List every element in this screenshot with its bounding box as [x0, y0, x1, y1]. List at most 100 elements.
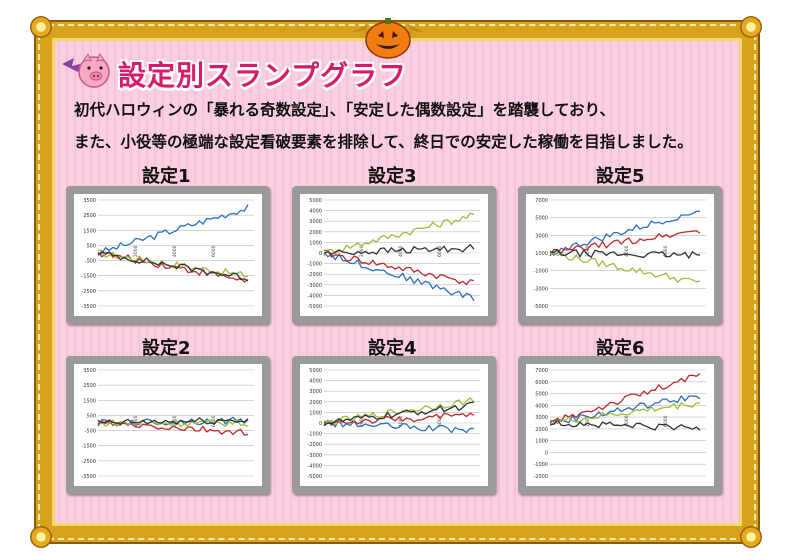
x-tick-label: 6000 — [437, 245, 443, 257]
y-tick-label: 4000 — [535, 403, 548, 409]
y-tick-label: -3000 — [307, 283, 322, 289]
corner-ornament — [30, 526, 52, 548]
chart-plot: 7000 6000 5000 4000 3000 2000 1000 0 -1000 -2000 2… — [526, 364, 714, 486]
y-tick-label: -2500 — [81, 459, 96, 465]
y-tick-label: 0 — [319, 421, 322, 427]
y-tick-label: 0 — [545, 450, 548, 456]
x-tick-label: 6000 — [663, 245, 669, 257]
chart-plot: 3500 2500 1500 500 -500 -1500 -2500 -3500 2000 40… — [74, 194, 262, 316]
description-line-1: 初代ハロウィンの「暴れる奇数設定」、「安定した偶数設定」を踏襲しており、 — [74, 101, 615, 119]
y-tick-label: 3000 — [309, 219, 322, 225]
slump-graph-4: 5000 4000 3000 2000 1000 0 -1000 -2000 -3000 -400… — [292, 356, 496, 494]
corner-ornament — [740, 16, 762, 38]
y-tick-label: -3000 — [307, 453, 322, 459]
x-tick-label: 2000 — [585, 245, 591, 257]
y-tick-label: -500 — [85, 429, 96, 435]
y-tick-label: 5000 — [535, 216, 548, 222]
x-tick-label: 6000 — [211, 245, 217, 257]
x-tick-label: 2000 — [359, 245, 365, 257]
series-line — [97, 250, 249, 282]
y-tick-label: 2000 — [309, 400, 322, 406]
y-tick-label: -500 — [85, 259, 96, 265]
x-tick-label: 4000 — [398, 245, 404, 257]
x-tick-label: 6000 — [437, 415, 443, 427]
y-tick-label: 1500 — [83, 228, 96, 234]
y-tick-label: 4000 — [309, 209, 322, 215]
description-line-2: また、小役等の極端な設定看破要素を排除して、終日での安定した稼働を目指しました。 — [74, 133, 693, 151]
y-tick-label: -4000 — [307, 463, 322, 469]
chart-plot: 5000 4000 3000 2000 1000 0 -1000 -2000 -3000 -400… — [300, 364, 488, 486]
chart-label-4: 設定4 — [368, 338, 417, 359]
y-tick-label: 1000 — [309, 240, 322, 246]
y-tick-label: -1000 — [533, 269, 548, 275]
series-line — [549, 401, 701, 427]
y-tick-label: -5000 — [533, 304, 548, 310]
y-tick-label: 7000 — [535, 368, 548, 374]
series-line — [549, 251, 701, 284]
chart-label-3: 設定3 — [368, 166, 417, 187]
y-tick-label: -2000 — [307, 442, 322, 448]
y-tick-label: 3500 — [83, 198, 96, 204]
y-tick-label: 2000 — [535, 427, 548, 433]
x-tick-label: 4000 — [624, 415, 630, 427]
x-tick-label: 4000 — [624, 245, 630, 257]
y-tick-label: 5000 — [309, 198, 322, 204]
y-tick-label: 1000 — [535, 251, 548, 257]
y-tick-label: 6000 — [535, 380, 548, 386]
series-line — [323, 412, 475, 426]
y-tick-label: -3500 — [81, 304, 96, 310]
series-line — [97, 249, 249, 278]
x-tick-label: 4000 — [398, 415, 404, 427]
y-tick-label: 1000 — [535, 439, 548, 445]
chart-plot: 5000 4000 3000 2000 1000 0 -1000 -2000 -3000 -400… — [300, 194, 488, 316]
series-line — [323, 212, 475, 256]
y-tick-label: -1500 — [81, 444, 96, 450]
x-tick-label: 2000 — [133, 245, 139, 257]
y-tick-label: -1000 — [307, 262, 322, 268]
y-tick-label: 3000 — [535, 233, 548, 239]
y-tick-label: 1500 — [83, 398, 96, 404]
chart-plot: 3500 2500 1500 500 -500 -1500 -2500 -3500 2000 40… — [74, 364, 262, 486]
y-tick-label: -3500 — [81, 474, 96, 480]
y-tick-label: 5000 — [535, 392, 548, 398]
pumpkin-icon — [352, 18, 424, 59]
page-title: 設定別スランプグラフ — [118, 59, 408, 92]
y-tick-label: -2000 — [307, 272, 322, 278]
y-tick-label: 2000 — [309, 230, 322, 236]
series-line — [549, 394, 701, 425]
chart-plot: 7000 5000 3000 1000 -1000 -3000 -5000 2000 4000 6… — [526, 194, 714, 316]
y-tick-label: 2500 — [83, 213, 96, 219]
y-tick-label: 3500 — [83, 368, 96, 374]
slump-graph-1: 3500 2500 1500 500 -500 -1500 -2500 -3500 2000 40… — [66, 186, 270, 324]
x-tick-label: 2000 — [585, 415, 591, 427]
y-tick-label: 500 — [86, 243, 96, 249]
y-tick-label: -1000 — [533, 462, 548, 468]
y-tick-label: 0 — [319, 251, 322, 257]
series-line — [549, 230, 701, 257]
series-line — [97, 420, 249, 436]
series-line — [323, 252, 475, 302]
corner-ornament — [30, 16, 52, 38]
y-tick-label: -5000 — [307, 304, 322, 310]
plot-background — [74, 194, 262, 316]
x-tick-label: 6000 — [663, 415, 669, 427]
series-line — [549, 210, 701, 256]
slump-graph-3: 5000 4000 3000 2000 1000 0 -1000 -2000 -3000 -400… — [292, 186, 496, 324]
y-tick-label: 3000 — [535, 415, 548, 421]
y-tick-label: 1000 — [309, 410, 322, 416]
series-line — [323, 249, 475, 286]
x-tick-label: 4000 — [172, 245, 178, 257]
x-tick-label: 2000 — [133, 415, 139, 427]
plot-background — [300, 194, 488, 316]
chart-label-2: 設定2 — [142, 338, 191, 359]
series-line — [97, 204, 249, 255]
y-tick-label: -5000 — [307, 474, 322, 480]
chart-label-1: 設定1 — [142, 166, 191, 187]
y-tick-label: -1000 — [307, 432, 322, 438]
slump-graph-6: 7000 6000 5000 4000 3000 2000 1000 0 -1000 -2000 2… — [518, 356, 722, 494]
y-tick-label: 500 — [86, 413, 96, 419]
pig-bat-icon — [62, 52, 110, 88]
slump-graph-5: 7000 5000 3000 1000 -1000 -3000 -5000 2000 4000 6… — [518, 186, 722, 324]
y-tick-label: -1500 — [81, 274, 96, 280]
y-tick-label: 7000 — [535, 198, 548, 204]
